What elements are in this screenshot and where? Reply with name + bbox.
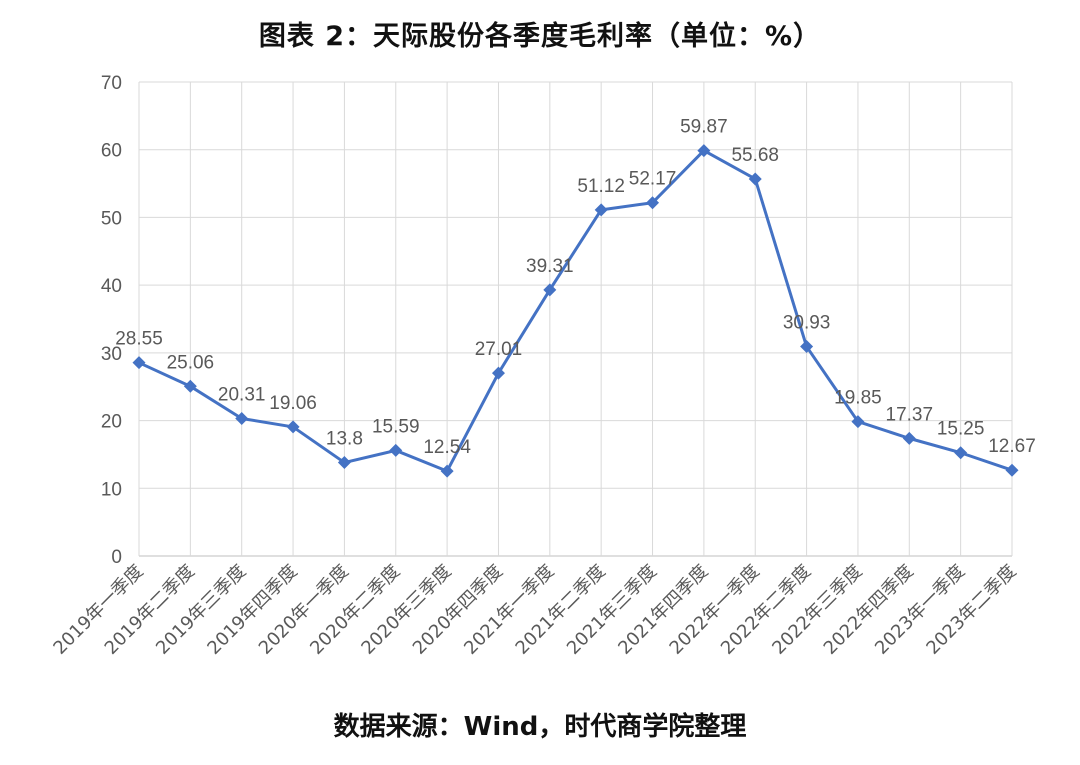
data-point-marker — [646, 196, 660, 210]
data-label: 12.67 — [988, 436, 1036, 457]
data-point-marker — [697, 144, 711, 158]
series-line — [138, 149, 1013, 473]
data-label: 39.31 — [526, 256, 574, 277]
x-tick-label: 2023年二季度 — [922, 561, 1020, 659]
x-tick-label: 2020年一季度 — [255, 561, 353, 659]
data-label: 25.06 — [167, 352, 215, 373]
y-axis-ticks: 0 10 20 30 40 50 60 70 — [101, 73, 122, 568]
line-chart: 0 10 20 30 40 50 60 70 2019年一季度2019年二季度2019年三季度… — [49, 73, 1036, 659]
data-point-marker — [440, 464, 454, 478]
data-label: 51.12 — [577, 176, 625, 197]
x-tick-label: 2021年三季度 — [563, 561, 661, 659]
chart-title: 图表 2：天际股份各季度毛利率（单位：%） — [258, 21, 822, 52]
data-label: 15.59 — [372, 416, 420, 437]
data-point-marker — [389, 443, 403, 457]
x-tick-label: 2019年三季度 — [152, 561, 250, 659]
x-tick-label: 2021年二季度 — [512, 561, 610, 659]
series-points — [132, 144, 1019, 478]
data-label: 52.17 — [629, 169, 677, 190]
data-point-marker — [594, 203, 608, 217]
data-point-marker — [954, 446, 968, 460]
x-tick-label: 2022年二季度 — [717, 561, 815, 659]
data-point-marker — [851, 415, 865, 429]
data-point-marker — [1005, 463, 1019, 477]
data-point-marker — [543, 283, 557, 297]
y-tick-label: 30 — [101, 344, 122, 365]
x-tick-label: 2020年二季度 — [306, 561, 404, 659]
x-tick-label: 2019年一季度 — [49, 561, 147, 659]
data-label: 28.55 — [115, 329, 163, 350]
data-label: 15.25 — [937, 419, 985, 440]
data-label: 13.8 — [326, 429, 363, 450]
data-label: 19.85 — [834, 388, 882, 409]
x-tick-label: 2021年一季度 — [460, 561, 558, 659]
data-label: 30.93 — [783, 313, 831, 334]
y-tick-label: 40 — [101, 276, 122, 297]
x-tick-label: 2020年三季度 — [357, 561, 455, 659]
x-tick-label: 2019年四季度 — [203, 561, 301, 659]
x-axis-ticks: 2019年一季度2019年二季度2019年三季度2019年四季度2020年一季度… — [49, 561, 1020, 659]
data-point-marker — [902, 431, 916, 445]
y-tick-label: 0 — [111, 547, 122, 568]
data-point-marker — [491, 366, 505, 380]
y-tick-label: 60 — [101, 141, 122, 162]
source-note: 数据来源：Wind，时代商学院整理 — [333, 712, 747, 742]
x-tick-label: 2019年二季度 — [101, 561, 199, 659]
data-point-marker — [748, 172, 762, 186]
data-label: 17.37 — [886, 404, 934, 425]
data-point-marker — [132, 356, 146, 370]
y-tick-label: 20 — [101, 412, 122, 433]
data-point-marker — [286, 420, 300, 434]
x-tick-label: 2022年三季度 — [768, 561, 866, 659]
x-tick-label: 2023年一季度 — [871, 561, 969, 659]
data-label: 12.54 — [423, 437, 471, 458]
data-label: 20.31 — [218, 384, 266, 405]
data-point-marker — [235, 411, 249, 425]
data-point-marker — [800, 340, 814, 354]
data-label: 27.01 — [475, 339, 523, 360]
y-tick-label: 10 — [101, 479, 122, 500]
x-tick-label: 2020年四季度 — [409, 561, 507, 659]
grid-lines — [138, 81, 1013, 557]
data-label: 55.68 — [731, 145, 779, 166]
data-point-marker — [337, 456, 351, 470]
x-tick-label: 2021年四季度 — [614, 561, 712, 659]
data-label: 19.06 — [269, 393, 317, 414]
x-tick-label: 2022年一季度 — [666, 561, 764, 659]
y-tick-label: 70 — [101, 73, 122, 94]
y-tick-label: 50 — [101, 208, 122, 229]
series-polyline — [138, 149, 1013, 473]
data-label: 59.87 — [680, 117, 728, 138]
data-point-marker — [183, 379, 197, 393]
x-tick-label: 2022年四季度 — [820, 561, 918, 659]
